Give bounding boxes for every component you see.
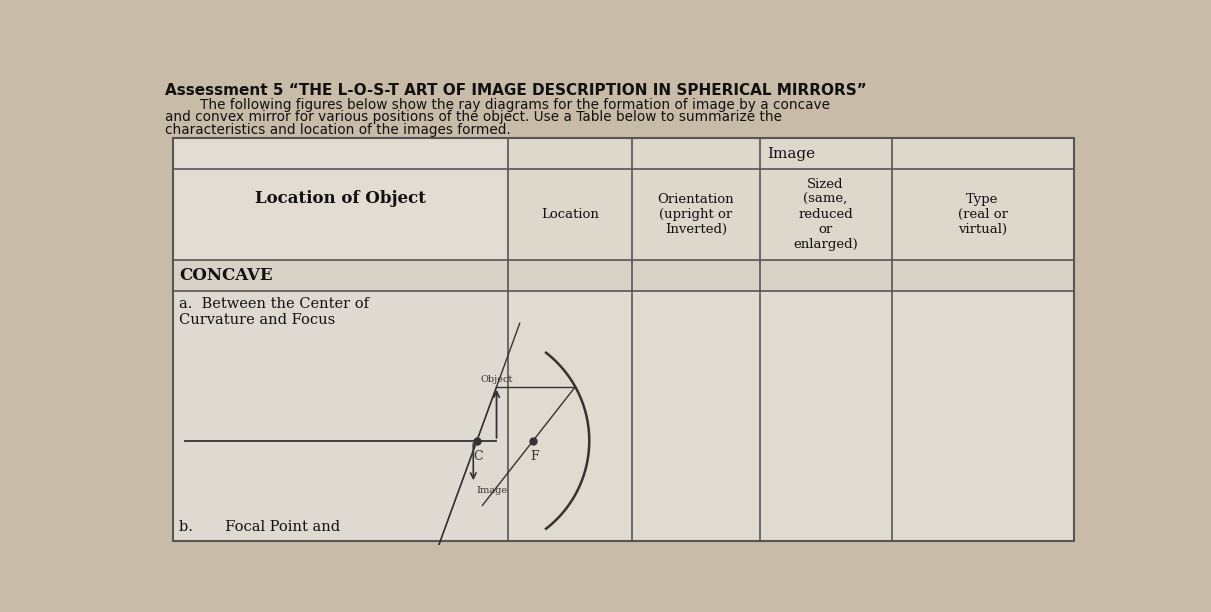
Text: b.       Focal Point and: b. Focal Point and (179, 520, 340, 534)
Text: C: C (474, 450, 483, 463)
Bar (173, 138, 1074, 541)
Text: Sized
(same,
reduced
or
enlarged): Sized (same, reduced or enlarged) (793, 178, 859, 251)
Text: Object: Object (481, 375, 512, 384)
Text: Location: Location (541, 208, 598, 221)
Bar (507, 291, 632, 541)
Text: Image: Image (767, 146, 815, 160)
Text: Location of Object: Location of Object (256, 190, 426, 207)
Bar (173, 291, 507, 541)
Bar (507, 169, 1074, 259)
Bar (891, 291, 1074, 541)
Text: Assessment 5 “THE L-O-S-T ART OF IMAGE DESCRIPTION IN SPHERICAL MIRRORS”: Assessment 5 “THE L-O-S-T ART OF IMAGE D… (166, 83, 867, 98)
Text: characteristics and location of the images formed.: characteristics and location of the imag… (166, 123, 511, 136)
Bar (173, 138, 1074, 541)
Text: Image: Image (476, 486, 507, 495)
Text: Orientation
(upright or
Inverted): Orientation (upright or Inverted) (658, 193, 734, 236)
Bar (507, 138, 1074, 169)
Text: F: F (530, 450, 539, 463)
Bar (759, 291, 891, 541)
Text: CONCAVE: CONCAVE (179, 267, 272, 284)
Text: and convex mirror for various positions of the object. Use a Table below to summ: and convex mirror for various positions … (166, 110, 782, 124)
Bar (173, 259, 1074, 291)
Text: The following figures below show the ray diagrams for the formation of image by : The following figures below show the ray… (166, 98, 831, 112)
Text: a.  Between the Center of
Curvature and Focus: a. Between the Center of Curvature and F… (179, 297, 369, 327)
Text: Type
(real or
virtual): Type (real or virtual) (958, 193, 1008, 236)
Bar (632, 291, 759, 541)
Bar (173, 138, 1074, 259)
